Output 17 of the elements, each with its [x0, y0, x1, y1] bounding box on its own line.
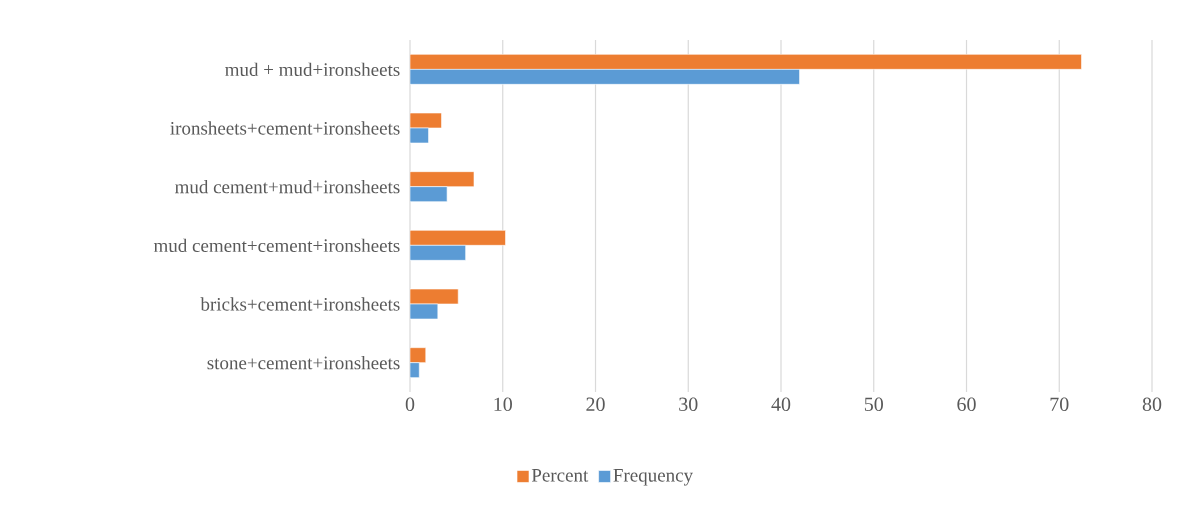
y-tick-label: mud cement+mud+ironsheets [174, 179, 400, 194]
x-tick-label: 40 [771, 397, 791, 412]
y-tick-label: bricks+cement+ironsheets [200, 297, 400, 311]
legend-label: Frequency [613, 469, 693, 486]
x-tick-label: 0 [405, 397, 415, 412]
x-tick-label: 70 [1050, 397, 1069, 412]
y-tick-label: ironsheets+cement+ironsheets [170, 121, 400, 135]
y-tick-label: stone+cement+ironsheets [207, 355, 400, 370]
y-tick-label: mud + mud+ironsheets [225, 62, 400, 77]
x-tick-label: 60 [957, 397, 976, 412]
x-tick-label: 30 [679, 397, 698, 412]
y-tick-label: mud cement+cement+ironsheets [153, 238, 400, 253]
x-tick-label: 10 [494, 397, 512, 412]
legend-label: Percent [531, 469, 589, 482]
x-tick-label: 80 [1142, 397, 1162, 412]
x-tick-label: 20 [586, 397, 605, 412]
x-tick-label: 50 [864, 397, 883, 412]
